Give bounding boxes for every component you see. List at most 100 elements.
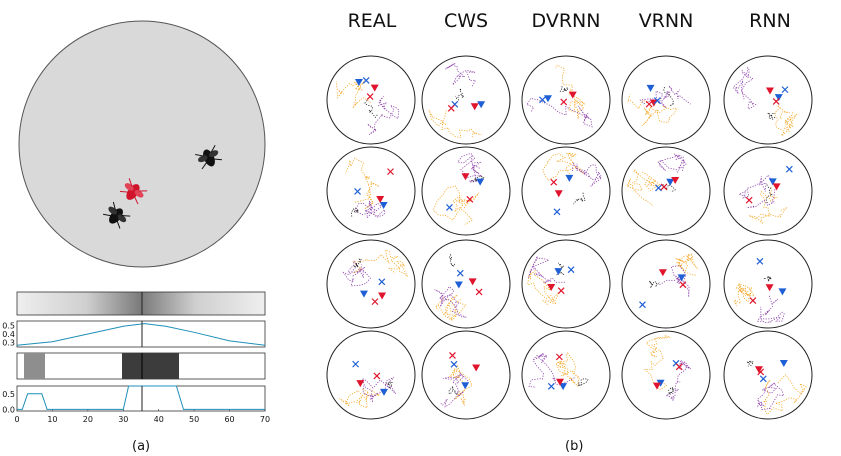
trajectory-cell — [521, 239, 611, 329]
trajectory-path — [361, 376, 396, 403]
trajectory-path — [351, 207, 359, 218]
step-plot-xtick-label: 30 — [118, 415, 128, 424]
trajectory-cell — [421, 146, 511, 236]
end-marker — [371, 298, 379, 306]
trajectory-path — [352, 249, 408, 277]
trajectory-path — [765, 183, 774, 204]
column-header-dvrnn: DVRNN — [532, 10, 601, 32]
trajectory-cell — [521, 330, 611, 420]
trajectory-path — [528, 256, 565, 284]
start-marker — [658, 269, 667, 277]
end-marker — [560, 98, 568, 106]
trajectory-cell — [326, 55, 416, 145]
trajectory-cell — [421, 330, 511, 420]
start-marker — [565, 174, 574, 182]
end-marker — [366, 93, 374, 101]
trajectory-path — [367, 96, 400, 135]
fly-red — [119, 178, 148, 205]
end-marker — [772, 98, 780, 105]
panel-b-caption: (b) — [565, 439, 583, 454]
start-marker — [476, 178, 485, 186]
start-marker — [774, 94, 783, 102]
end-marker — [757, 368, 765, 376]
trajectory-arena — [723, 330, 813, 420]
trajectory-path — [763, 374, 807, 416]
start-marker — [354, 79, 363, 87]
trajectory-cell — [326, 239, 416, 329]
start-marker — [370, 84, 379, 92]
trajectory-path — [667, 386, 676, 395]
end-marker — [759, 375, 767, 383]
curve-plot-box — [16, 320, 266, 348]
trajectory-path — [555, 64, 585, 119]
end-marker — [373, 372, 381, 380]
step-plot-xtick-label: 70 — [260, 415, 270, 424]
trajectory-path — [525, 97, 593, 128]
end-marker — [466, 195, 474, 203]
end-marker — [539, 96, 546, 104]
trajectory-path — [448, 253, 456, 267]
trajectory-path — [555, 352, 580, 388]
step-plot-box — [16, 385, 266, 412]
end-marker — [745, 196, 753, 204]
start-marker — [765, 87, 774, 95]
trajectory-cell — [326, 330, 416, 420]
start-marker — [477, 101, 486, 109]
trajectory-path — [556, 262, 565, 276]
start-marker — [547, 283, 556, 291]
trajectory-path — [457, 152, 484, 183]
trajectory-arena — [326, 146, 416, 236]
trajectory-path — [448, 385, 458, 397]
trajectory-path — [448, 364, 473, 406]
trajectory-path — [364, 100, 378, 119]
step-plot-ytick-label: 0.5 — [2, 390, 15, 399]
trajectory-cell — [326, 146, 416, 236]
start-marker — [378, 292, 387, 300]
trajectory-path — [746, 360, 755, 367]
end-marker — [456, 269, 464, 277]
start-marker — [666, 178, 675, 186]
end-marker — [567, 266, 575, 274]
start-marker — [646, 84, 655, 92]
trajectory-cell — [521, 146, 611, 236]
start-marker — [376, 196, 385, 204]
trajectory-path — [626, 169, 661, 206]
start-marker — [768, 178, 777, 186]
end-marker — [655, 184, 662, 192]
trajectory-arena — [421, 146, 511, 236]
trajectory-arena — [521, 239, 611, 329]
trajectory-cell — [521, 55, 611, 145]
trajectory-path — [733, 282, 755, 306]
end-marker — [785, 165, 793, 173]
block-light — [24, 353, 45, 379]
end-marker — [653, 97, 661, 104]
end-marker — [446, 203, 453, 211]
start-marker — [461, 382, 470, 390]
end-marker — [378, 278, 386, 286]
end-marker — [645, 100, 653, 108]
trajectory-path — [335, 79, 371, 109]
start-marker — [472, 364, 481, 372]
trajectory-path — [663, 86, 675, 107]
end-marker — [749, 297, 757, 304]
gradient-strip — [16, 291, 266, 316]
trajectory-cell — [621, 239, 711, 329]
trajectory-path — [577, 378, 589, 387]
end-marker — [362, 77, 370, 84]
end-marker — [660, 183, 668, 191]
trajectory-arena — [521, 330, 611, 420]
trajectory-path — [675, 252, 698, 276]
step-plot-xtick-label: 40 — [154, 415, 164, 424]
end-marker — [354, 188, 361, 195]
trajectory-cell — [723, 55, 813, 145]
start-marker — [544, 95, 553, 103]
trajectory-cell — [621, 146, 711, 236]
column-header-vrnn: VRNN — [639, 10, 694, 32]
panel-a: 0.50.40.3 0.50.0 0 10 20 30 40 50 60 70 (a) — [2, 20, 270, 454]
trajectory-path — [661, 183, 676, 192]
trajectory-arena — [621, 146, 711, 236]
trajectory-path — [756, 382, 785, 411]
start-marker — [554, 190, 563, 198]
start-marker — [671, 176, 680, 184]
column-header-cws: CWS — [444, 10, 488, 32]
